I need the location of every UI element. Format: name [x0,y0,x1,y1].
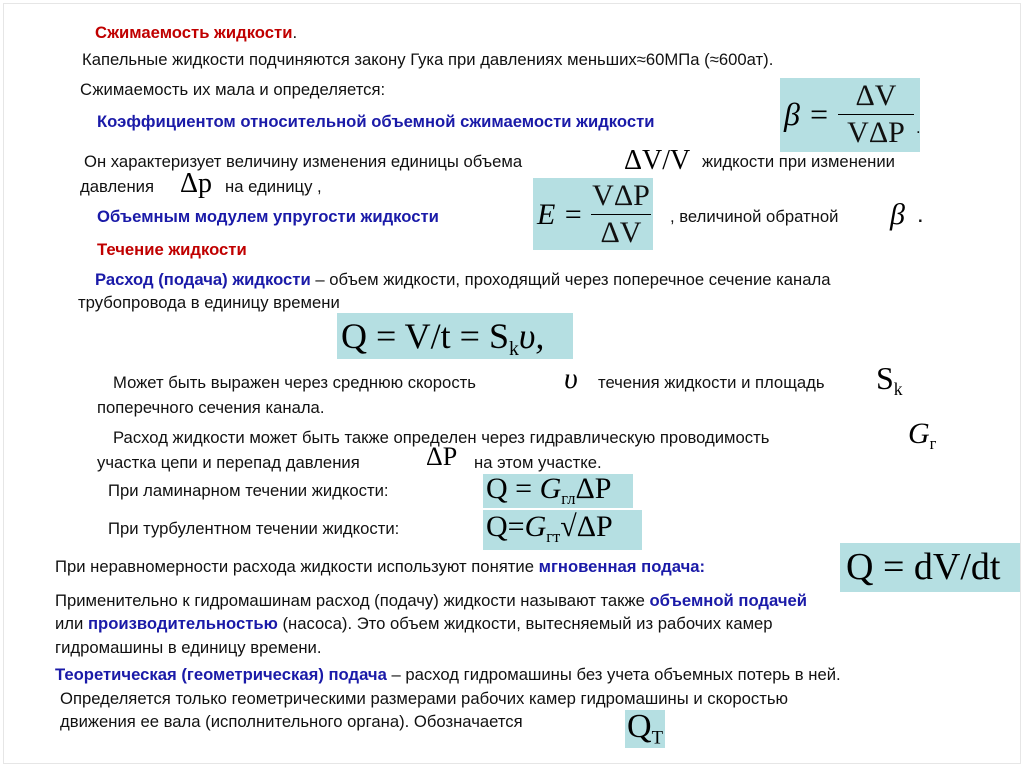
text-line: При неравномерности расхода жидкости исп… [55,557,705,577]
formula-QT: QT [625,708,665,750]
text: Применительно к гидромашинам расход (под… [55,591,650,610]
text-line: участка цепи и перепад давления [97,453,360,472]
term-flow-rate: Расход (подача) жидкости [95,270,311,289]
denominator: VΔP [847,116,905,149]
term-bulk-modulus: Объемным модулем упругости жидкости [97,207,439,226]
term-theoretical-flow: Теоретическая (геометрическая) подача [55,665,387,684]
numerator: ΔV [855,79,897,112]
text: При неравномерности расхода жидкости исп… [55,557,539,576]
symbol: Q [627,708,652,745]
formula-E: E = VΔP ΔV [533,178,653,250]
formula: Q=Gгт√ΔP [486,510,613,547]
text-line: , величиной обратной [670,207,839,226]
formula-Q-V-t: Q = V/t = Skυ, [337,313,573,361]
symbol-velocity: υ [564,362,578,395]
text-line: Сжимаемость их мала и определяется: [80,80,386,99]
text-line: гидромашины в единицу времени. [55,638,322,657]
formula-tail: υ, [518,316,545,356]
heading-period: . [292,23,298,42]
text-line: Расход жидкости может быть также определ… [113,428,770,447]
formula-laminar: Q = GглΔP [483,472,633,509]
formula-part: Q = [486,472,540,505]
text-line: течения жидкости и площадь [598,373,825,392]
text-line: При ламинарном течении жидкости: [108,481,389,500]
text-line: давления [80,177,154,196]
text-line: Применительно к гидромашинам расход (под… [55,591,807,611]
text-line: трубопровода в единицу времени [78,293,340,312]
text-line: Он характеризует величину изменения един… [84,152,523,171]
subscript: T [651,727,663,749]
subscript: k [893,379,903,400]
formula-dp: Δp [180,168,213,199]
text-line: Может быть выражен через среднюю скорост… [113,373,476,392]
period: . [916,118,921,137]
text-line: поперечного сечения канала. [97,398,325,417]
text-line: или производительностью (насоса). Это об… [55,614,773,634]
symbol-dP: ΔP [426,442,458,471]
text-line: Расход (подача) жидкости – объем жидкост… [95,270,831,290]
symbol-G: Gг [908,417,936,454]
numerator: VΔP [592,179,650,212]
formula: Q = dV/dt [846,546,1001,588]
formula-lhs: β = [784,96,830,132]
text-line: на единицу , [225,177,322,196]
formula: Q = V/t = Skυ, [341,315,544,361]
symbol-beta: β [890,198,905,231]
formula-beta: β = ΔV VΔP [780,78,920,152]
term-instant-flow: мгновенная подача: [538,557,706,576]
text-line: Капельные жидкости подчиняются закону Гу… [82,50,774,69]
text: или [55,614,88,633]
symbol: S [876,360,894,396]
term-productivity: производительностью [87,614,278,633]
formula-turbulent: Q=Gгт√ΔP [483,510,642,550]
slide-border [3,3,1021,764]
text-line: движения ее вала (исполнительного органа… [60,712,523,731]
fraction: ΔV VΔP [838,80,914,149]
text-line: При турбулентном течении жидкости: [108,519,400,538]
fraction: VΔP ΔV [591,180,651,249]
formula: Q = GглΔP [486,472,611,509]
subscript: гт [546,526,561,546]
formula-part: ΔP [575,472,612,505]
text-line: Определяется только геометрическими разм… [60,689,789,708]
formula-part: Q= [486,510,525,543]
text: (насоса). Это объем жидкости, вытесняемы… [277,614,773,633]
text-line: жидкости при изменении [702,152,895,171]
formula-text: Q = V/t = S [341,316,509,356]
symbol-Sk: Sk [876,360,903,400]
term-volumetric-flow: объемной подачей [649,591,808,610]
subscript: гл [561,488,576,508]
heading-text: Сжимаемость жидкости [95,23,293,42]
formula: QT [627,708,663,750]
period: . [918,207,923,226]
formula-instant: Q = dV/dt [840,543,1020,592]
text-line: Теоретическая (геометрическая) подача – … [55,665,841,685]
formula-part: √ΔP [560,510,613,543]
denominator: ΔV [600,216,642,249]
symbol-G: G [539,472,562,505]
symbol: G [908,417,930,450]
symbol-G: G [524,510,547,543]
heading-compressibility: Сжимаемость жидкости. [95,23,297,43]
formula-lhs: E = [537,198,584,231]
text: – объем жидкости, проходящий через попер… [310,270,831,289]
heading-fluid-flow: Течение жидкости [97,240,247,259]
formula-dv-over-v: ΔV/V [624,145,691,176]
subscript: г [929,433,937,453]
text: – расход гидромашины без учета объемных … [386,665,841,684]
text-line: на этом участке. [474,453,602,472]
subscript: k [508,337,519,360]
term-compressibility-coefficient: Коэффициентом относительной объемной сжи… [97,112,655,131]
